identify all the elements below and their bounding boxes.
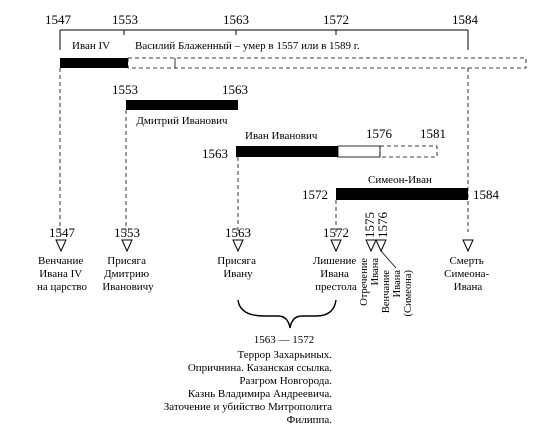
event-marker-1547-icon (55, 239, 67, 253)
top-bracket (59, 29, 469, 50)
event-year-1547: 1547 (49, 225, 76, 240)
event-1575-line2: Ивана (370, 258, 381, 286)
ivan-ivanovich-mid-year: 1576 (366, 126, 393, 141)
event-markers (55, 239, 474, 253)
event-1576-line3: (Симеона) (403, 269, 414, 316)
event-year-1576: 1576 (375, 212, 390, 239)
dmitry-label: Дмитрий Иванович (136, 115, 228, 127)
period-brace (237, 299, 337, 329)
period-line-2: Опричнина. Казанская ссылка. (188, 362, 332, 374)
event-1575-line1: Отречение (359, 258, 370, 306)
event-marker-1572-icon (330, 239, 342, 253)
period-line-3: Разгром Новгорода. (239, 375, 332, 387)
event-1576-leader (380, 250, 397, 269)
event-marker-death-icon (462, 239, 474, 253)
event-1576-line1: Венчание (381, 270, 392, 313)
event-marker-1576-icon (375, 239, 387, 253)
event-year-1563: 1563 (225, 225, 251, 240)
simeon-start-year: 1572 (302, 187, 328, 202)
vasily-note: Василий Блаженный – умер в 1557 или в 15… (135, 40, 360, 52)
simeon-end-year: 1584 (473, 187, 500, 202)
event-1576-line2: Ивана (392, 270, 403, 298)
ivan-ivanovich-white-bar (337, 145, 381, 158)
ivan-iv-bar (60, 58, 128, 68)
top-year-1584: 1584 (452, 12, 479, 27)
ivan-ivanovich-dashed-bar (379, 145, 438, 158)
simeon-label: Симеон-Иван (368, 174, 432, 186)
event-death-text: Смерть Симеона- Ивана (444, 255, 492, 293)
dashed-guides (59, 68, 469, 232)
event-marker-1563-icon (232, 239, 244, 253)
event-1553-text: Присяга Дмитрию Ивановичу (102, 255, 154, 293)
top-year-1547: 1547 (45, 12, 72, 27)
top-year-1553: 1553 (112, 12, 138, 27)
event-1563-text: Присяга Ивану (217, 255, 258, 280)
event-year-1575: 1575 (362, 212, 377, 238)
dmitry-start-year: 1553 (112, 82, 138, 97)
dmitry-bar (126, 100, 238, 110)
dmitry-end-year: 1563 (222, 82, 248, 97)
top-year-1572: 1572 (323, 12, 349, 27)
vasily-dashed-bar (127, 57, 527, 69)
top-year-1563: 1563 (223, 12, 249, 27)
ivan-ivanovich-label: Иван Иванович (245, 130, 318, 142)
ivan-ivanovich-start-year: 1563 (202, 146, 228, 161)
ivan-ivanovich-bar (236, 146, 338, 157)
period-line-1: Террор Захарьиных. (238, 349, 333, 361)
period-line-6: Филиппа. (287, 414, 333, 426)
event-1547-text: Венчание Ивана IV на царство (37, 255, 88, 293)
event-marker-1575-icon (365, 239, 377, 253)
period-line-4: Казнь Владимира Андреевича. (188, 388, 332, 400)
event-year-1572: 1572 (323, 225, 349, 240)
event-marker-1553-icon (121, 239, 133, 253)
simeon-bar (336, 188, 468, 200)
period-line-5: Заточение и убийство Митрополита (164, 401, 332, 413)
event-1572-text: Лишение Ивана престола (313, 255, 359, 293)
ivan-ivanovich-end-year: 1581 (420, 126, 446, 141)
period-range: 1563 — 1572 (254, 334, 315, 346)
ivan-iv-label: Иван IV (72, 40, 110, 52)
event-year-1553: 1553 (114, 225, 140, 240)
